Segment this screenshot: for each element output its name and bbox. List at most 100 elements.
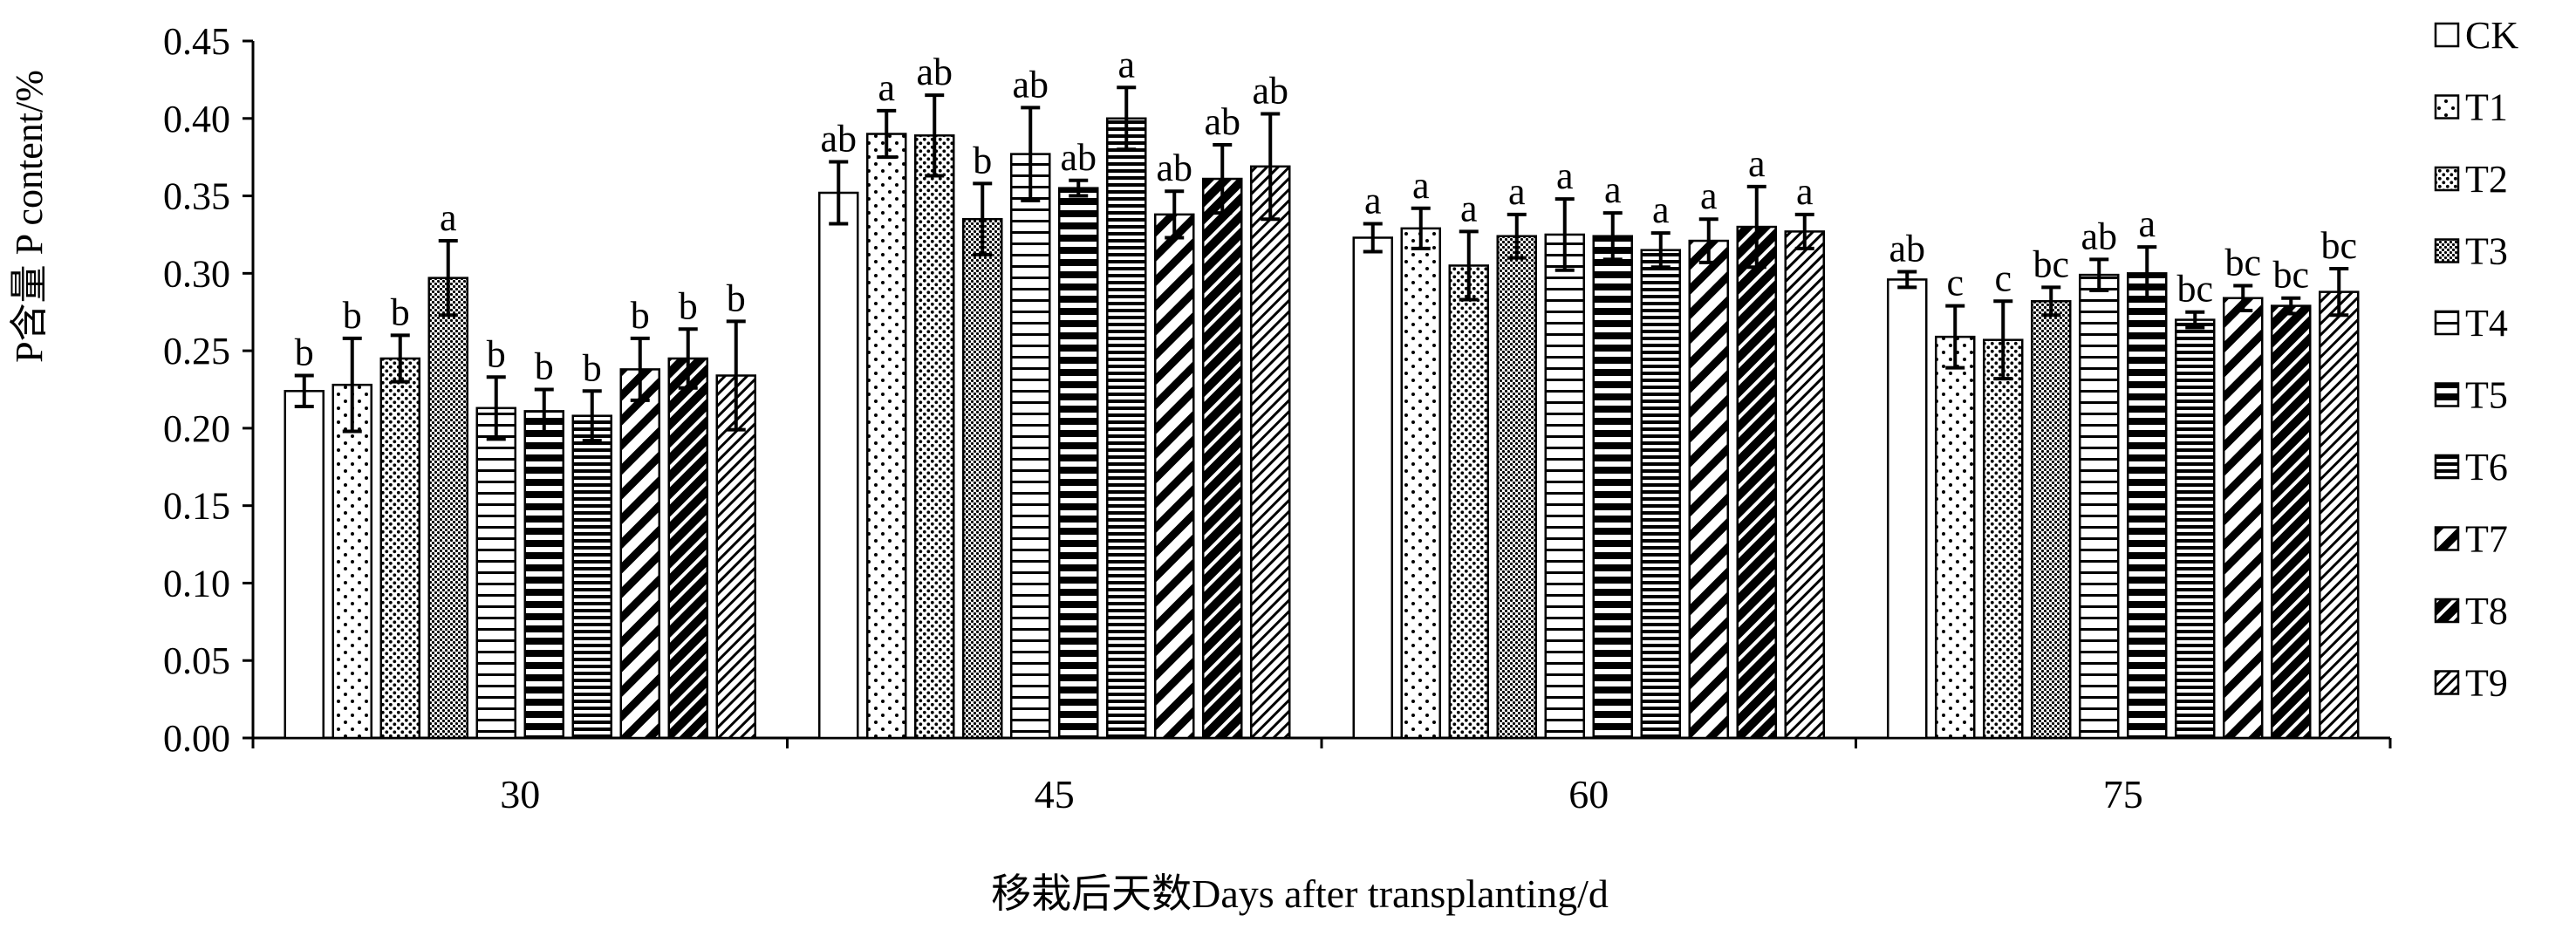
significance-label: bc [2272, 254, 2309, 297]
significance-label: bc [2176, 268, 2213, 311]
bar [1640, 249, 1681, 740]
significance-label: b [631, 294, 650, 337]
significance-label: b [391, 290, 410, 333]
legend: CK T1 T2 T3 T4 T5 T6 T7 T8 T9 [2434, 14, 2518, 705]
significance-label: a [1508, 170, 1526, 213]
significance-label: a [1604, 168, 1622, 211]
legend-label: CK [2465, 14, 2518, 57]
legend-swatch [2434, 382, 2460, 407]
significance-label: a [1700, 174, 1718, 217]
y-tick-label: 0.45 [163, 20, 230, 63]
legend-swatch [2434, 670, 2460, 695]
significance-label: a [878, 66, 895, 109]
bar [1154, 213, 1195, 740]
bar [331, 383, 372, 740]
y-tick-label: 0.25 [163, 330, 230, 372]
legend-label: T5 [2465, 374, 2508, 417]
bar [1202, 177, 1243, 740]
x-axis-title: 移栽后天数Days after transplanting/d [991, 871, 1609, 916]
bar [914, 134, 955, 740]
significance-label: ab [1156, 147, 1192, 189]
significance-label: a [2138, 202, 2156, 245]
significance-label: ab [1252, 69, 1288, 112]
bar [284, 390, 325, 740]
bar [1106, 117, 1147, 740]
legend-label: T8 [2465, 590, 2508, 632]
x-tick-label: 45 [1035, 772, 1075, 816]
bar [1058, 187, 1099, 740]
bar [475, 406, 516, 740]
bar [715, 374, 756, 740]
bar [2223, 297, 2264, 740]
legend-swatch [2434, 238, 2460, 263]
legend-label: T9 [2465, 662, 2508, 705]
significance-label: ab [820, 117, 857, 160]
y-tick-label: 0.00 [163, 717, 230, 760]
y-tick-label: 0.05 [163, 639, 230, 682]
significance-label: b [583, 346, 602, 389]
bar [1784, 230, 1825, 740]
legend-label: T6 [2465, 446, 2508, 488]
bar [2319, 290, 2360, 740]
x-tick-label: 30 [500, 772, 540, 816]
bar [1935, 335, 1976, 740]
x-axis: 30 45 60 75 [251, 736, 2392, 816]
bar [1250, 165, 1291, 740]
significance-label: a [440, 196, 457, 239]
significance-label: ab [2081, 215, 2117, 257]
significance-label: c [1946, 262, 1964, 304]
bar [818, 191, 859, 740]
bar [1010, 153, 1051, 740]
y-tick-label: 0.20 [163, 407, 230, 450]
bar [1400, 227, 1441, 740]
bar [2271, 304, 2312, 740]
significance-label: bc [2320, 224, 2357, 267]
significance-label: ab [1012, 63, 1049, 106]
legend-label: T2 [2465, 158, 2508, 201]
significance-label: a [1364, 180, 1382, 222]
x-tick-label: 60 [1568, 772, 1609, 816]
significance-label: a [1748, 142, 1766, 185]
significance-label: ab [916, 51, 953, 93]
bar [1688, 239, 1729, 740]
bar [427, 277, 468, 740]
bar [2175, 318, 2216, 740]
significance-label: bc [2224, 242, 2261, 284]
significance-label: a [1796, 170, 1814, 213]
legend-swatch [2434, 598, 2460, 624]
significance-label: a [1117, 43, 1135, 85]
legend-swatch [2434, 454, 2460, 480]
legend-swatch [2434, 310, 2460, 336]
y-tick-label: 0.30 [163, 252, 230, 295]
bar [667, 357, 708, 740]
bar [1887, 278, 1928, 740]
bar [962, 217, 1003, 740]
significance-label: ab [1060, 136, 1097, 179]
bar [379, 357, 420, 740]
significance-label: b [295, 331, 314, 374]
bar [2127, 272, 2168, 740]
legend-label: T1 [2465, 86, 2508, 129]
bar [1983, 338, 2024, 740]
y-tick-label: 0.15 [163, 485, 230, 528]
y-tick-label: 0.40 [163, 98, 230, 140]
legend-label: T4 [2465, 302, 2508, 345]
legend-swatch [2434, 166, 2460, 192]
bar [2079, 273, 2120, 740]
significance-label: a [1652, 188, 1670, 231]
significance-label: b [487, 332, 506, 375]
legend-swatch [2434, 94, 2460, 120]
bar [1544, 233, 1585, 740]
significance-label: ab [1204, 100, 1240, 143]
bar [1736, 225, 1777, 740]
bar [2031, 300, 2072, 740]
bar [866, 133, 907, 740]
y-tick-label: 0.35 [163, 175, 230, 218]
y-axis-title: P含量 P content/% [8, 70, 51, 363]
bar [571, 414, 612, 740]
x-tick-label: 75 [2103, 772, 2143, 816]
bar [619, 368, 660, 740]
significance-label: b [679, 284, 698, 327]
